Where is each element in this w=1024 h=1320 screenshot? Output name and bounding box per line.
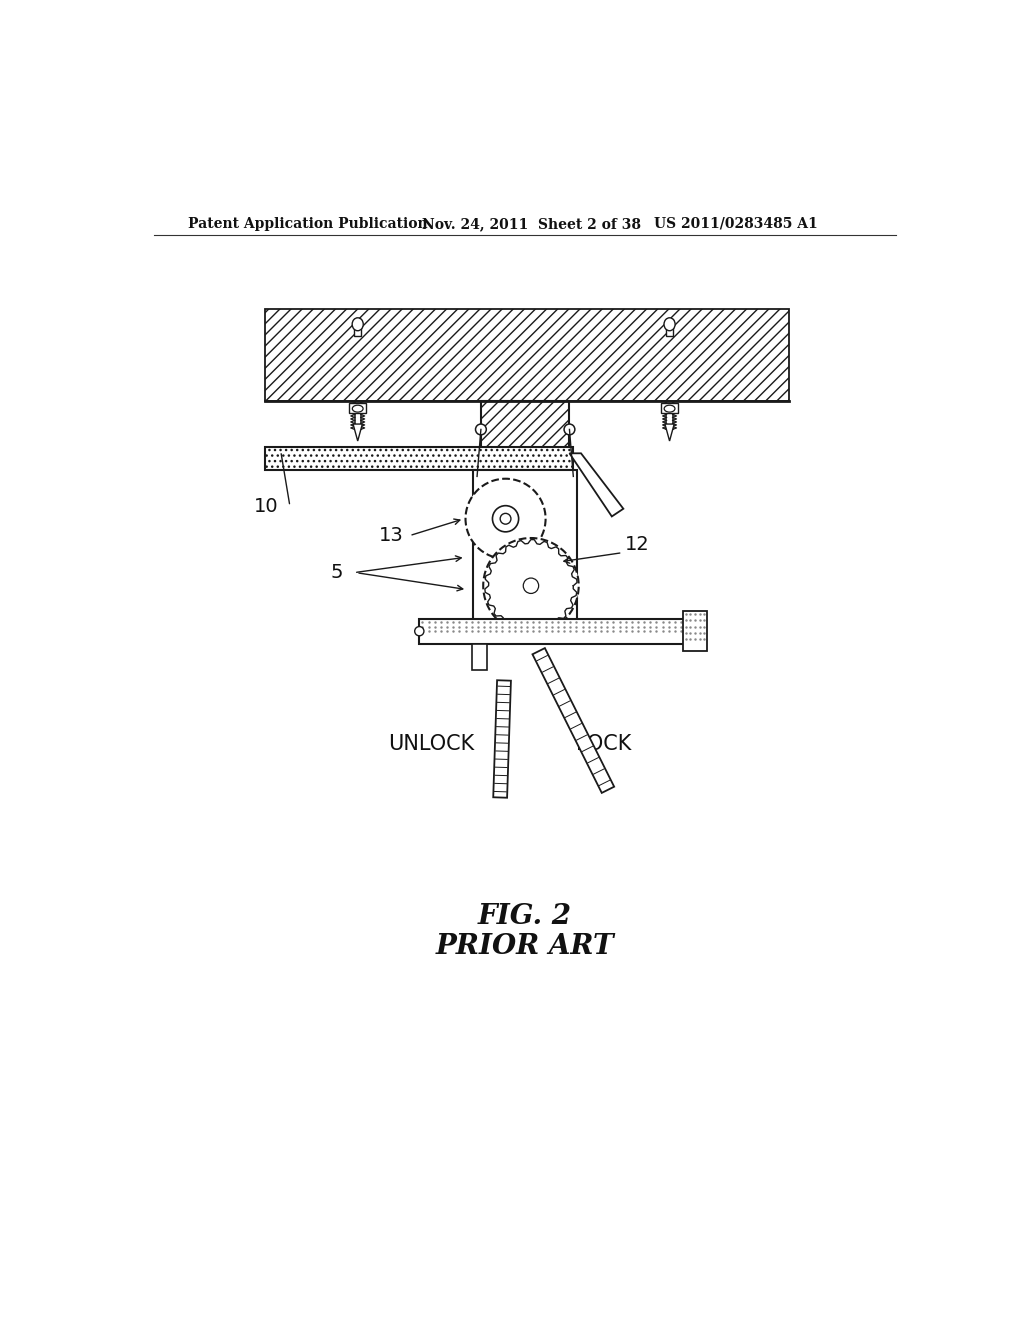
Text: Nov. 24, 2011  Sheet 2 of 38: Nov. 24, 2011 Sheet 2 of 38: [422, 216, 641, 231]
Bar: [662, 404, 678, 412]
Text: LOCK: LOCK: [577, 734, 632, 754]
Text: US 2011/0283485 A1: US 2011/0283485 A1: [654, 216, 818, 231]
Bar: [473, 470, 578, 636]
Text: 13: 13: [379, 527, 403, 545]
Circle shape: [564, 424, 574, 434]
Bar: [419, 619, 685, 644]
Bar: [481, 401, 569, 453]
Bar: [354, 319, 361, 335]
Polygon shape: [569, 453, 624, 516]
Circle shape: [475, 424, 486, 434]
Text: Patent Application Publication: Patent Application Publication: [188, 216, 428, 231]
Bar: [349, 404, 367, 412]
Bar: [666, 319, 673, 335]
Circle shape: [490, 545, 571, 627]
Text: PRIOR ART: PRIOR ART: [435, 933, 614, 960]
Bar: [683, 611, 707, 651]
Text: FIG. 2: FIG. 2: [478, 903, 571, 931]
Circle shape: [466, 479, 546, 558]
Circle shape: [523, 578, 539, 594]
Text: 12: 12: [625, 536, 649, 554]
Ellipse shape: [352, 318, 364, 331]
Text: 10: 10: [254, 496, 279, 516]
Circle shape: [500, 513, 511, 524]
Bar: [265, 447, 573, 470]
Text: UNLOCK: UNLOCK: [388, 734, 474, 754]
Circle shape: [415, 627, 424, 636]
Circle shape: [493, 506, 518, 532]
Polygon shape: [494, 680, 511, 797]
Ellipse shape: [664, 318, 675, 331]
Text: 5: 5: [331, 564, 343, 582]
Bar: [265, 447, 573, 470]
Polygon shape: [532, 648, 614, 793]
Bar: [472, 644, 487, 671]
Bar: [265, 309, 788, 401]
Circle shape: [483, 539, 579, 634]
Polygon shape: [665, 424, 674, 441]
Ellipse shape: [352, 405, 364, 412]
Polygon shape: [353, 424, 362, 441]
Ellipse shape: [665, 405, 675, 412]
